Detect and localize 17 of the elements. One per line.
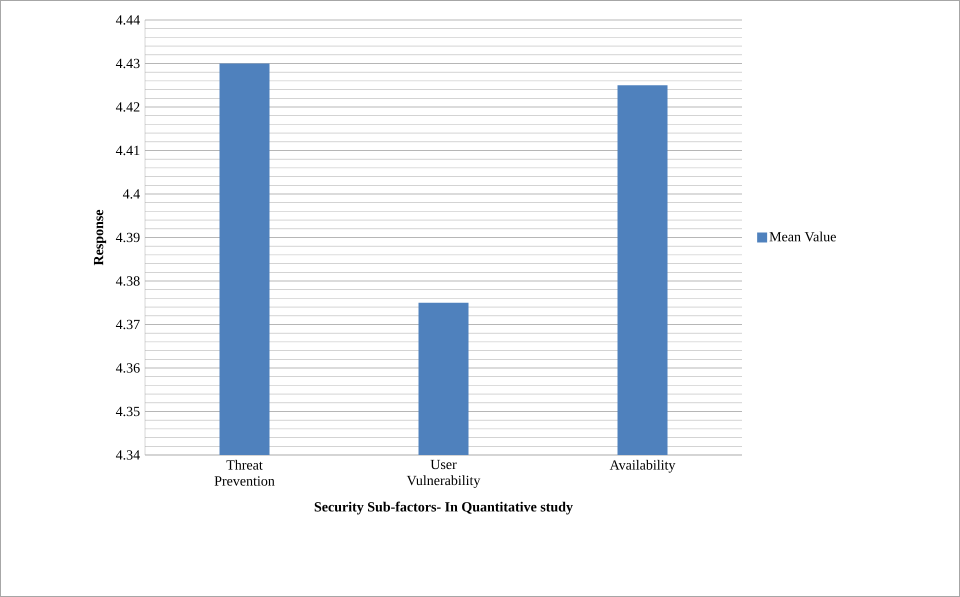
- y-tick-label: 4.42: [116, 102, 140, 112]
- y-tick-label: 4.43: [116, 58, 140, 68]
- y-tick-label: 4.34: [116, 450, 140, 460]
- y-tick-label: 4.41: [116, 146, 140, 156]
- y-tick-label: 4.35: [116, 406, 140, 416]
- y-tick-label: 4.44: [116, 15, 140, 25]
- y-tick-label: 4.37: [116, 320, 140, 330]
- y-tick-label: 4.4: [122, 189, 140, 199]
- x-axis-title: Security Sub-factors- In Quantitative study: [314, 502, 573, 514]
- x-tick-label: Availability: [610, 460, 676, 473]
- x-tick-label: Threat Prevention: [214, 460, 275, 486]
- y-tick-label: 4.36: [116, 363, 140, 373]
- y-axis-title: Response: [94, 210, 106, 266]
- x-tick-label: User Vulnerability: [406, 460, 480, 488]
- y-tick-label: 4.38: [116, 276, 140, 286]
- y-tick-label: 4.39: [116, 232, 140, 242]
- legend-label: Mean Value: [770, 232, 836, 242]
